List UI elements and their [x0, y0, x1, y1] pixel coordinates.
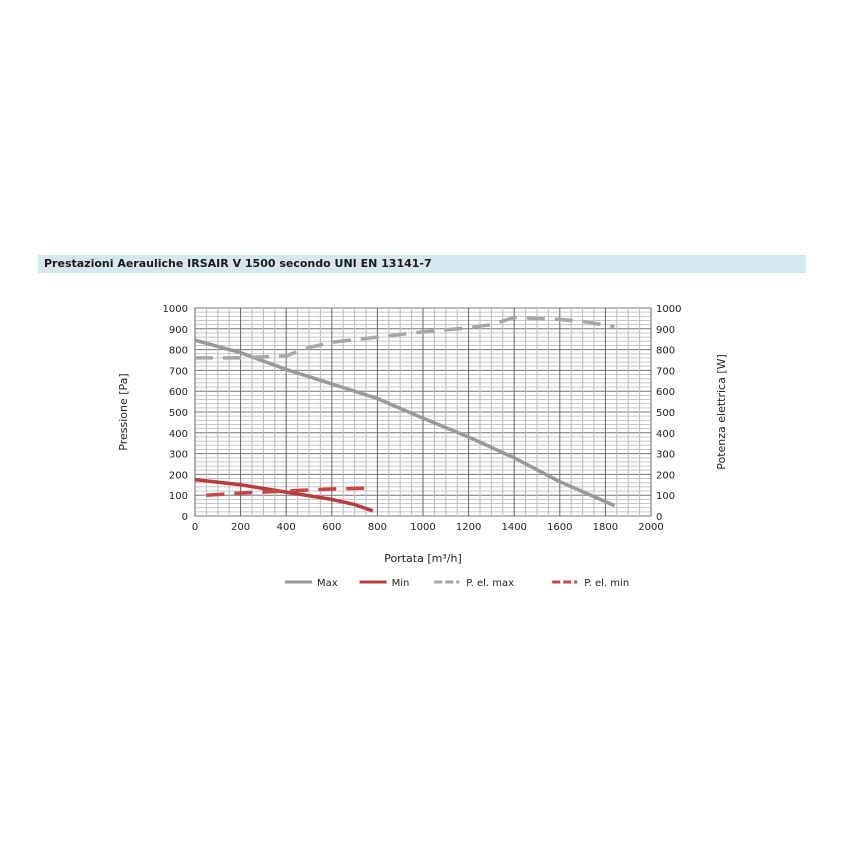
x-tick-label: 600 [322, 522, 341, 533]
y-tick-label: 400 [169, 429, 188, 440]
x-tick-label: 1200 [456, 522, 481, 533]
y2-tick-label: 100 [656, 491, 675, 502]
y-tick-label: 0 [182, 512, 188, 523]
y2-tick-label: 800 [656, 346, 675, 357]
legend-label: P. el. max [466, 578, 514, 589]
x-tick-label: 1800 [593, 522, 618, 533]
x-tick-label: 800 [368, 522, 387, 533]
series-line-min [194, 477, 374, 513]
y2-tick-label: 900 [656, 325, 675, 336]
legend-label: Min [392, 578, 410, 589]
y-tick-label: 500 [169, 408, 188, 419]
x-tick-label: 0 [192, 522, 198, 533]
y2-tick-label: 1000 [656, 304, 681, 315]
x-tick-label: 200 [231, 522, 250, 533]
x-tick-label: 1000 [410, 522, 435, 533]
y2-tick-label: 400 [656, 429, 675, 440]
y-tick-label: 800 [169, 346, 188, 357]
y-tick-label: 200 [169, 470, 188, 481]
y2-tick-label: 500 [656, 408, 675, 419]
series-line-max [194, 338, 616, 508]
chart-title: Prestazioni Aerauliche IRSAIR V 1500 sec… [44, 257, 432, 270]
y2-tick-label: 600 [656, 387, 675, 398]
legend-label: Max [317, 578, 338, 589]
y-tick-label: 600 [169, 387, 188, 398]
y2-tick-label: 0 [656, 512, 662, 523]
x-tick-label: 400 [277, 522, 296, 533]
y-axis-label: Pressione [Pa] [117, 373, 130, 450]
y-tick-label: 100 [169, 491, 188, 502]
x-axis-label: Portata [m³/h] [384, 552, 461, 565]
y-tick-label: 900 [169, 325, 188, 336]
x-tick-label: 1600 [547, 522, 572, 533]
y-tick-label: 1000 [163, 304, 188, 315]
chart-header-band: Prestazioni Aerauliche IRSAIR V 1500 sec… [38, 255, 806, 273]
y2-tick-label: 300 [656, 450, 675, 461]
y-tick-label: 700 [169, 366, 188, 377]
y2-tick-label: 700 [656, 366, 675, 377]
series-line-p-el-max [195, 315, 615, 360]
y-tick-label: 300 [169, 450, 188, 461]
y2-axis-label: Potenza elettrica [W] [715, 354, 728, 470]
x-tick-label: 1400 [501, 522, 526, 533]
x-tick-label: 2000 [638, 522, 663, 533]
legend-label: P. el. min [584, 578, 629, 589]
y2-tick-label: 200 [656, 470, 675, 481]
